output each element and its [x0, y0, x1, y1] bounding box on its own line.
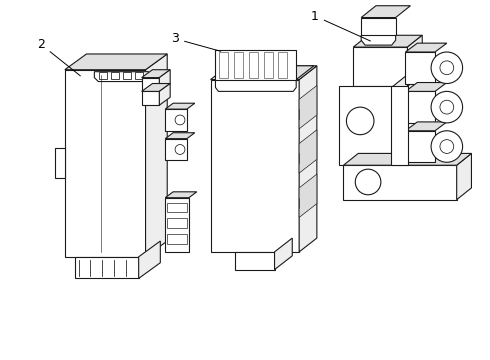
Polygon shape — [74, 257, 139, 278]
Polygon shape — [95, 72, 148, 82]
Polygon shape — [111, 72, 119, 78]
Polygon shape — [146, 54, 167, 257]
Polygon shape — [216, 80, 296, 91]
Polygon shape — [165, 103, 195, 109]
Polygon shape — [361, 6, 411, 18]
Circle shape — [355, 169, 381, 195]
Polygon shape — [142, 78, 159, 91]
Polygon shape — [165, 109, 187, 131]
Polygon shape — [159, 84, 170, 105]
Polygon shape — [406, 122, 447, 131]
Polygon shape — [361, 18, 395, 35]
Circle shape — [440, 61, 454, 75]
Polygon shape — [65, 70, 146, 257]
Polygon shape — [167, 234, 187, 244]
Polygon shape — [165, 139, 187, 160]
Polygon shape — [139, 241, 160, 278]
Polygon shape — [299, 130, 317, 173]
Polygon shape — [165, 133, 195, 139]
Polygon shape — [142, 84, 170, 91]
Polygon shape — [299, 174, 317, 217]
Polygon shape — [406, 43, 447, 52]
Polygon shape — [353, 47, 408, 86]
Polygon shape — [361, 35, 395, 45]
Polygon shape — [391, 86, 409, 165]
Polygon shape — [457, 153, 471, 200]
Circle shape — [431, 52, 463, 84]
Polygon shape — [135, 72, 143, 78]
Polygon shape — [343, 153, 471, 165]
Text: 1: 1 — [311, 9, 370, 41]
Polygon shape — [343, 165, 457, 200]
Polygon shape — [406, 82, 447, 91]
Polygon shape — [264, 52, 272, 78]
Polygon shape — [234, 52, 243, 78]
Text: 2: 2 — [37, 38, 80, 76]
Polygon shape — [299, 66, 317, 252]
Polygon shape — [408, 35, 422, 86]
Polygon shape — [65, 54, 167, 70]
Polygon shape — [406, 131, 435, 162]
Circle shape — [431, 91, 463, 123]
Circle shape — [346, 107, 374, 135]
Polygon shape — [142, 70, 170, 78]
Polygon shape — [353, 35, 422, 47]
Polygon shape — [249, 52, 258, 78]
Circle shape — [440, 100, 454, 114]
Text: 3: 3 — [171, 32, 220, 51]
Polygon shape — [216, 50, 296, 80]
Polygon shape — [216, 66, 314, 80]
Polygon shape — [167, 203, 187, 212]
Polygon shape — [211, 80, 299, 252]
Polygon shape — [235, 252, 274, 270]
Circle shape — [175, 115, 185, 125]
Polygon shape — [406, 91, 435, 123]
Polygon shape — [159, 70, 170, 91]
Polygon shape — [165, 192, 197, 198]
Circle shape — [175, 145, 185, 154]
Polygon shape — [274, 238, 292, 270]
Polygon shape — [167, 219, 187, 228]
Polygon shape — [406, 52, 435, 84]
Polygon shape — [220, 52, 228, 78]
Polygon shape — [165, 198, 189, 252]
Polygon shape — [123, 72, 131, 78]
Polygon shape — [211, 66, 317, 80]
Polygon shape — [99, 72, 107, 78]
Polygon shape — [339, 86, 392, 165]
Circle shape — [431, 131, 463, 162]
Polygon shape — [392, 75, 408, 165]
Polygon shape — [55, 148, 65, 178]
Polygon shape — [278, 52, 287, 78]
Circle shape — [440, 140, 454, 153]
Polygon shape — [299, 85, 317, 129]
Polygon shape — [142, 91, 159, 105]
